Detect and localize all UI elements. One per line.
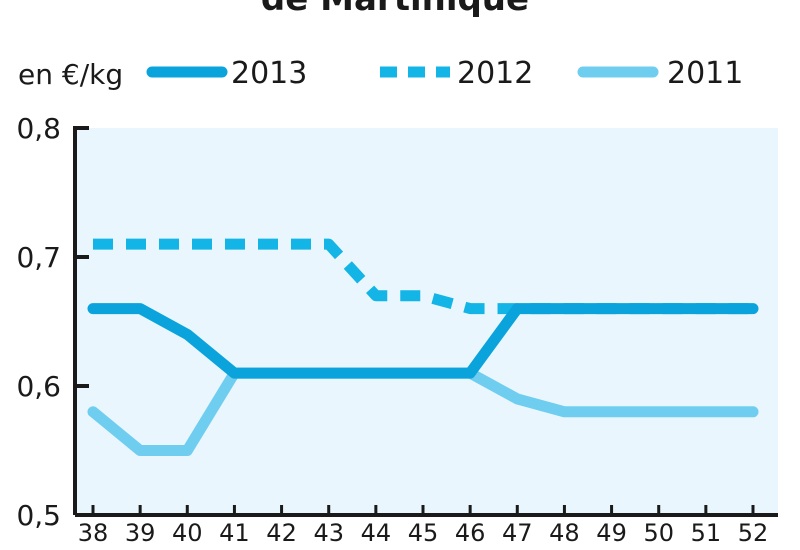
series-layer	[87, 238, 759, 456]
x-tick-label: 51	[691, 519, 722, 547]
x-tick-label: 52	[738, 519, 769, 547]
x-tick-label: 47	[502, 519, 533, 547]
x-tick-label: 41	[219, 519, 250, 547]
y-tick-label: 0,6	[16, 370, 61, 403]
x-tick-label: 45	[408, 519, 439, 547]
y-tick-label: 0,7	[16, 241, 61, 274]
unit-label: en €/kg	[18, 58, 123, 91]
plot-background	[75, 128, 778, 515]
x-tick-label: 50	[643, 519, 674, 547]
legend-label-2013: 2013	[231, 56, 307, 91]
y-tick-label: 0,5	[16, 499, 61, 532]
x-tick-label: 48	[549, 519, 580, 547]
x-tick-label: 43	[313, 519, 344, 547]
x-tick-labels: 38 39 40 41 42 43 44 45 46 47 48 49 50 51 52	[78, 519, 769, 547]
legend-label-2012: 2012	[457, 56, 533, 91]
y-tick-label: 0,8	[16, 112, 61, 145]
x-tick-label: 38	[78, 519, 109, 547]
legend: 2013 2012 2011	[146, 56, 743, 91]
x-tick-label: 42	[266, 519, 297, 547]
series-line-2013	[87, 303, 759, 379]
axes	[73, 126, 778, 517]
x-tick-label: 39	[125, 519, 156, 547]
x-tick-label: 49	[596, 519, 627, 547]
x-tick-label: 46	[455, 519, 486, 547]
chart-title: de Martinique	[261, 0, 529, 19]
legend-label-2011: 2011	[667, 56, 743, 91]
x-tick-label: 40	[172, 519, 203, 547]
x-tick-label: 44	[361, 519, 392, 547]
y-tick-labels: 0,8 0,7 0,6 0,5	[16, 112, 61, 532]
